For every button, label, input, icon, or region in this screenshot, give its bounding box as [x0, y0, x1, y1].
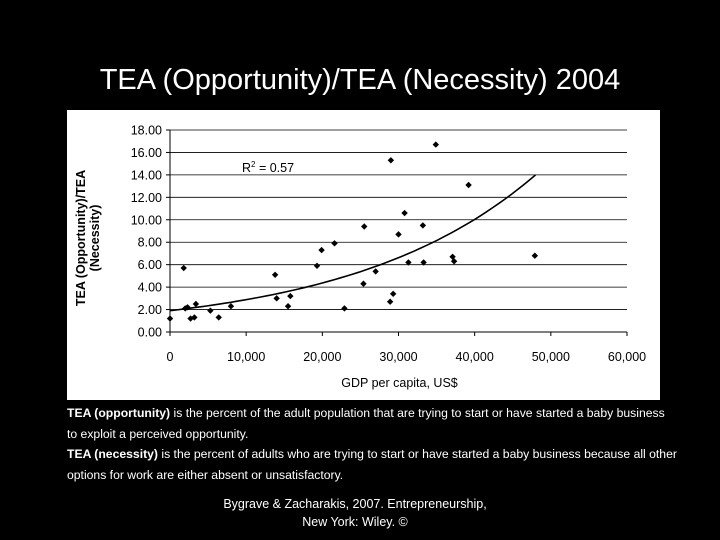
y-tick-label: 6.00	[138, 258, 162, 272]
y-tick-label: 4.00	[138, 281, 162, 295]
data-point	[386, 298, 394, 305]
x-tick-label: 50,000	[532, 350, 570, 364]
data-point	[432, 141, 440, 148]
definition-necessity: TEA (necessity) is the percent of adults…	[67, 444, 677, 485]
x-tick-label: 40,000	[456, 350, 494, 364]
data-point	[207, 307, 214, 314]
y-tick-label: 18.00	[131, 124, 162, 138]
data-point	[372, 268, 379, 275]
data-point	[318, 246, 325, 254]
data-point	[166, 315, 174, 322]
scatter-chart: 0.00 2.00 4.00 6.00 8.00 10.00 12.00 14.00 16.00…	[74, 124, 646, 391]
chart-panel: 0.00 2.00 4.00 6.00 8.00 10.00 12.00 14.00 16.00…	[67, 110, 660, 400]
y-axis-title: (Necessity)	[88, 205, 102, 272]
data-point	[215, 314, 222, 321]
y-axis-title: TEA (Opportunity)/TEA	[74, 170, 88, 306]
data-point	[187, 315, 194, 322]
data-point	[465, 181, 472, 189]
data-point	[180, 264, 187, 272]
x-tick-label: 10,000	[227, 350, 265, 364]
definition-term: TEA (opportunity)	[67, 406, 171, 420]
x-tick-label: 20,000	[303, 350, 341, 364]
data-point	[287, 292, 294, 300]
r-squared-label: R2 = 0.57	[242, 160, 294, 175]
y-tick-label: 12.00	[131, 191, 162, 205]
data-point	[271, 271, 279, 278]
data-point	[419, 222, 427, 229]
y-tick-label: 2.00	[138, 303, 162, 317]
data-point	[331, 240, 338, 247]
definition-opportunity: TEA (opportunity) is the percent of the …	[67, 403, 677, 444]
citation-line: New York: Wiley. ©	[302, 515, 408, 529]
data-point	[341, 305, 348, 312]
data-point	[313, 262, 321, 269]
data-point	[184, 304, 191, 311]
data-point	[273, 295, 280, 302]
data-point	[191, 314, 198, 321]
citation: Bygrave & Zacharakis, 2007. Entrepreneur…	[170, 495, 540, 531]
x-axis-title: GDP per capita, US$	[341, 376, 458, 390]
data-point	[284, 302, 292, 310]
data-point	[361, 223, 368, 230]
definition-text: is the percent of the adult population t…	[67, 406, 665, 441]
y-tick-label: 10.00	[131, 213, 162, 227]
data-point	[387, 157, 395, 164]
slide-title: TEA (Opportunity)/TEA (Necessity) 2004	[99, 64, 621, 96]
x-tick-label: 30,000	[379, 350, 417, 364]
definition-text: is the percent of adults who are trying …	[67, 447, 677, 482]
data-point	[450, 258, 458, 265]
definitions: TEA (opportunity) is the percent of the …	[67, 403, 677, 485]
y-tick-label: 8.00	[138, 236, 162, 250]
y-tick-label: 16.00	[131, 146, 162, 160]
citation-line: Bygrave & Zacharakis, 2007. Entrepreneur…	[223, 497, 487, 511]
data-point	[389, 290, 397, 298]
data-point	[360, 280, 367, 287]
data-point	[420, 259, 427, 266]
y-tick-label: 0.00	[138, 326, 162, 340]
data-point	[227, 302, 235, 310]
data-point	[531, 252, 539, 259]
x-tick-label: 0	[167, 350, 174, 364]
data-point	[401, 209, 408, 217]
trendline	[169, 174, 537, 312]
data-point	[405, 259, 412, 266]
x-tick-label: 60,000	[608, 350, 646, 364]
data-point	[395, 231, 402, 238]
y-tick-label: 14.00	[131, 168, 162, 182]
data-point	[192, 300, 200, 308]
definition-term: TEA (necessity)	[67, 447, 158, 461]
